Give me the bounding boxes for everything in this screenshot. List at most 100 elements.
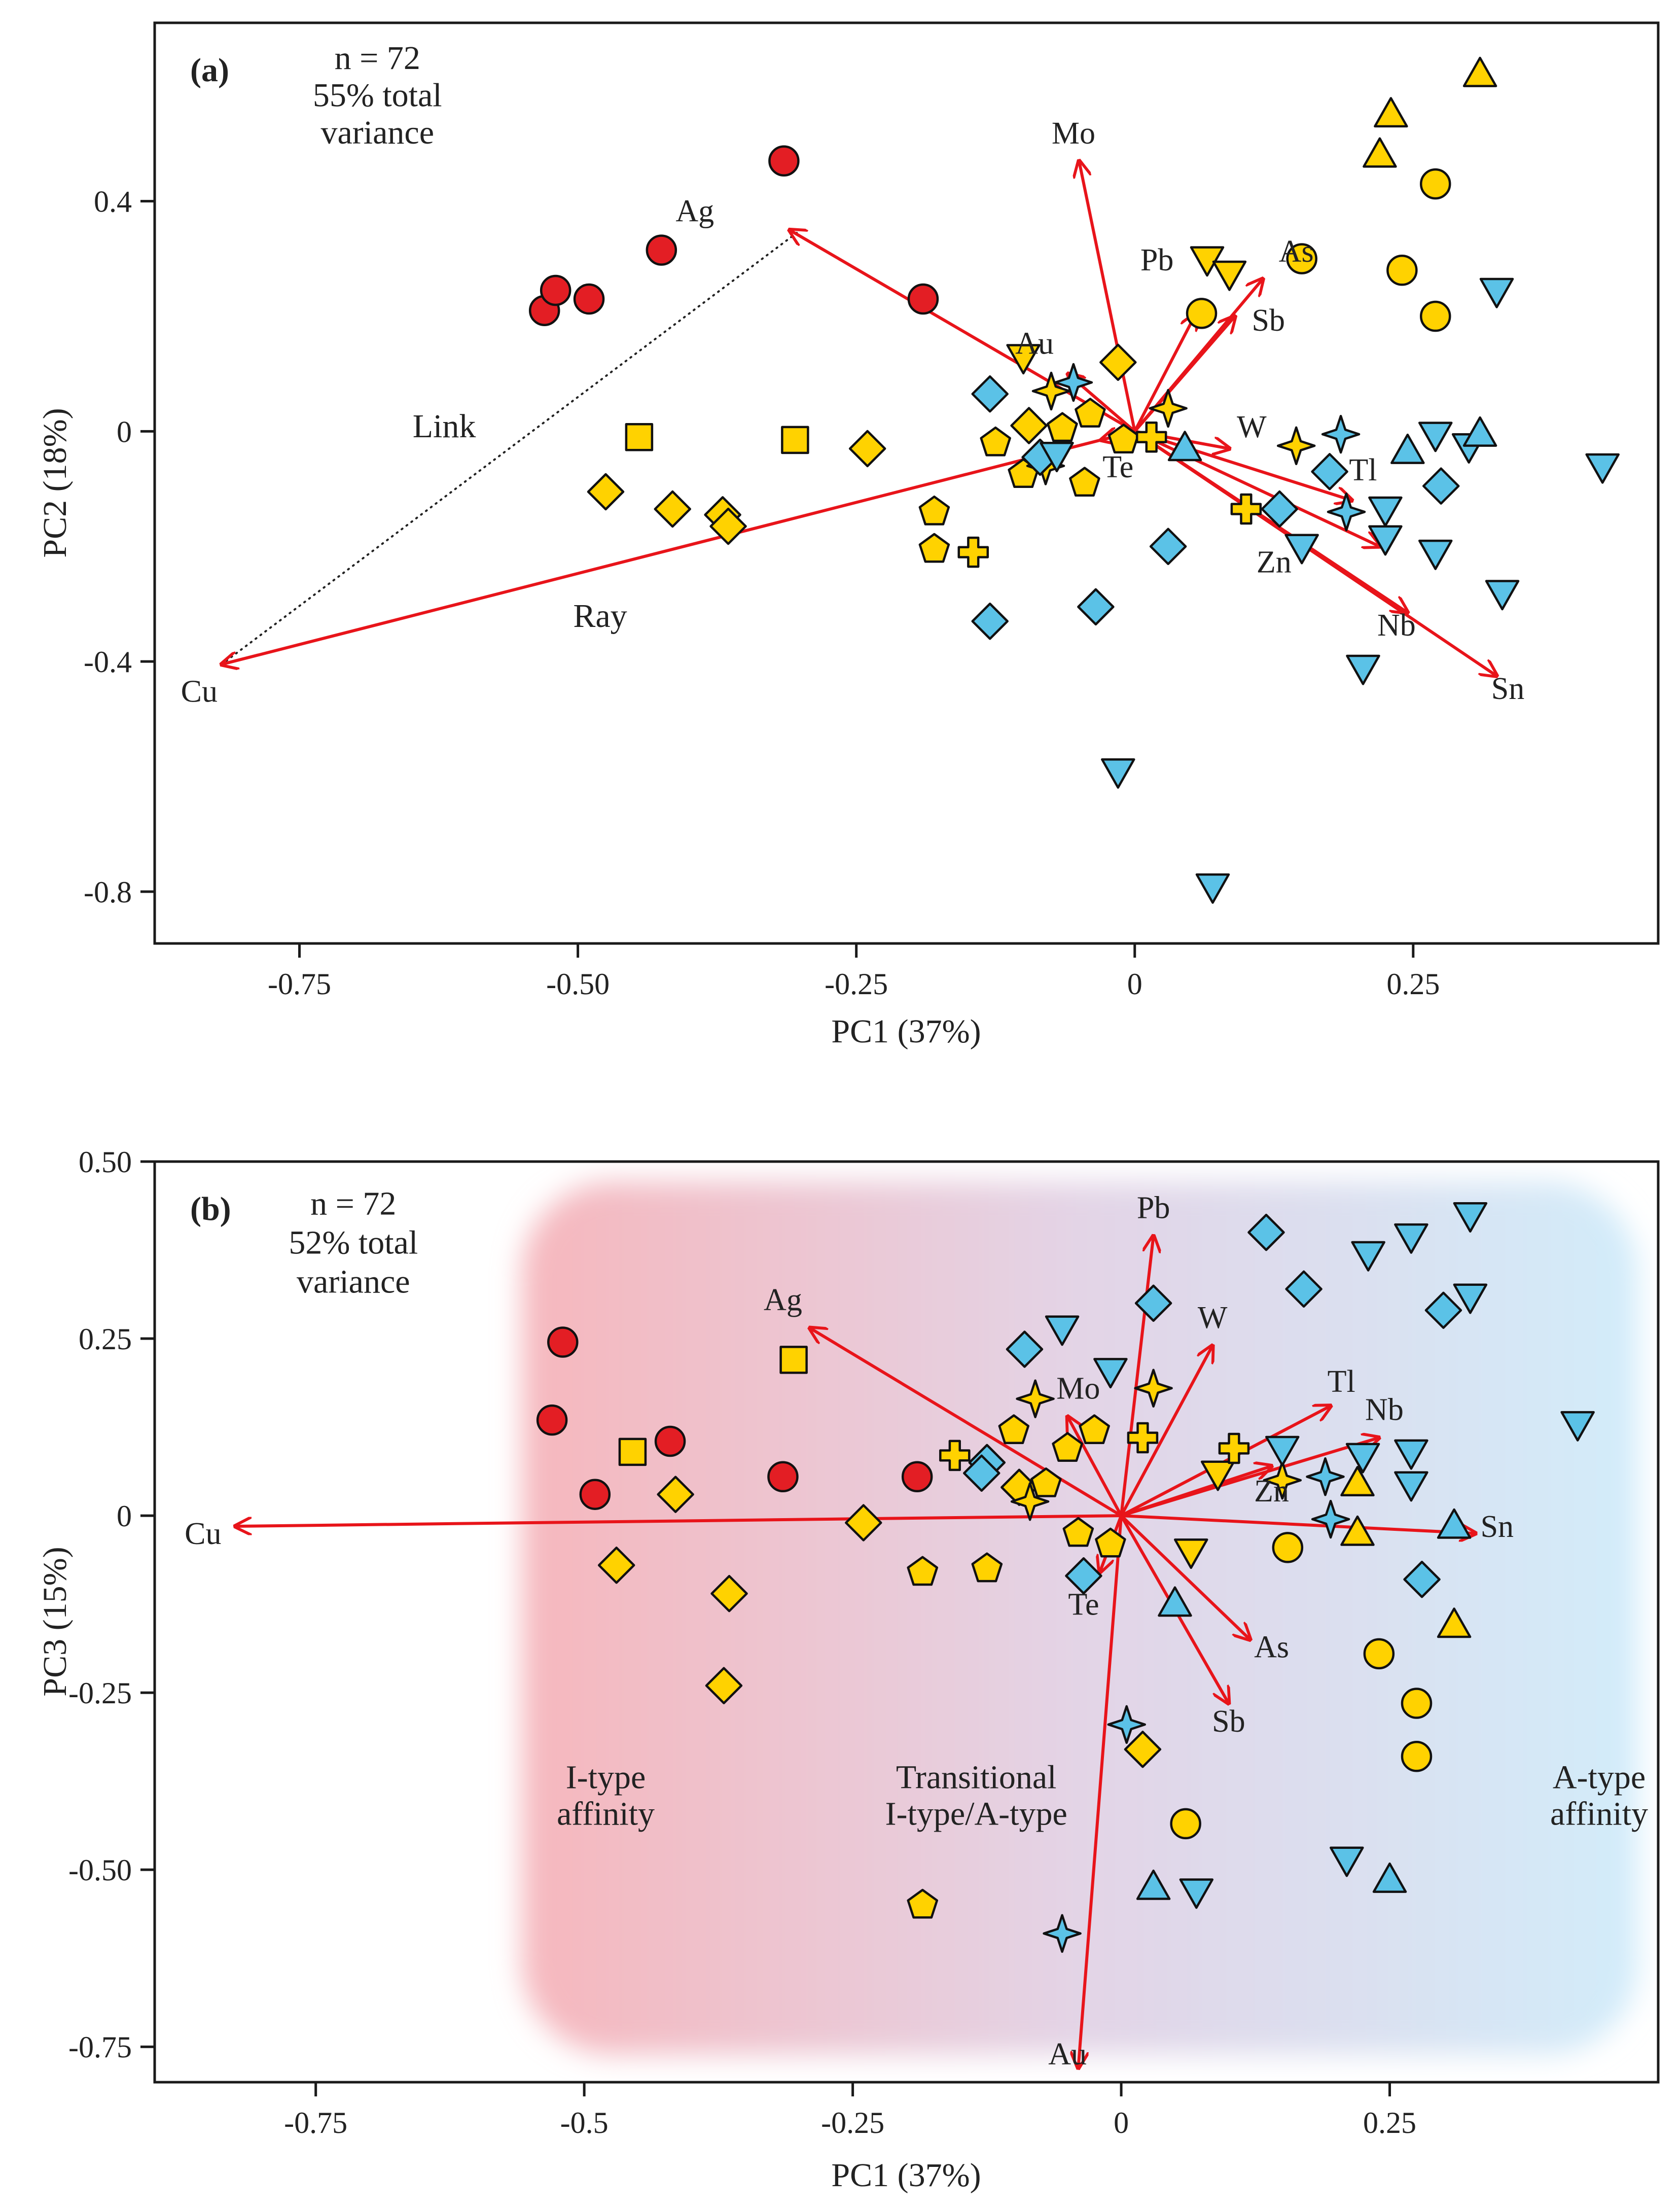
point-blue-triangle-down (1093, 1358, 1128, 1389)
point-blue-triangle-up (1136, 1869, 1171, 1900)
point-yellow-pentagon (907, 1888, 939, 1919)
loading-vector-pb (1133, 313, 1196, 432)
region-label: I-type/A-type (885, 1796, 1067, 1833)
x-tick-label: -0.50 (546, 967, 610, 1001)
point-yellow-cross (939, 1440, 971, 1471)
point-blue-diamond (1422, 467, 1460, 505)
vector-label-nb: Nb (1377, 608, 1416, 643)
point-yellow-star (1263, 1461, 1302, 1500)
point-blue-triangle-down (1265, 1435, 1300, 1466)
point-yellow-triangle-down (1212, 260, 1247, 291)
vector-label-te: Te (1068, 1588, 1099, 1622)
point-yellow-circle (1419, 168, 1451, 200)
annotation-line: variance (321, 114, 435, 151)
point-blue-triangle-down (1345, 1443, 1380, 1474)
point-blue-triangle-down (1585, 453, 1620, 484)
x-tick-label: 0 (1127, 967, 1142, 1001)
point-yellow-pentagon (1030, 1467, 1062, 1497)
vector-label-w: W (1237, 410, 1267, 444)
point-blue-star (1311, 1499, 1350, 1539)
point-yellow-circle (1186, 298, 1218, 329)
x-axis-label: PC1 (37%) (831, 2157, 981, 2194)
loading-vector-sb (1133, 317, 1235, 433)
panel-label: (b) (190, 1190, 231, 1228)
point-yellow-triangle-down (1200, 1460, 1235, 1491)
point-blue-triangle-down (1394, 1223, 1428, 1254)
point-yellow-circle (1170, 1808, 1201, 1840)
vector-label-mo: Mo (1056, 1372, 1100, 1406)
point-red-circle (536, 1404, 568, 1436)
affinity-gradient-band (522, 1182, 1638, 2054)
point-yellow-star (1010, 1482, 1050, 1521)
point-red-circle (547, 1326, 579, 1358)
vector-label-au: Au (1015, 326, 1054, 361)
point-blue-triangle-down (1346, 654, 1380, 685)
point-yellow-cross (957, 536, 989, 568)
point-blue-triangle-down (1330, 1846, 1364, 1877)
point-blue-triangle-down (1368, 525, 1403, 556)
point-blue-triangle-up (1462, 416, 1497, 447)
vector-label-pb: Pb (1140, 243, 1173, 277)
vector-label-cu: Cu (181, 675, 218, 709)
point-yellow-star (1276, 426, 1316, 466)
loading-vector-as (1120, 1514, 1250, 1639)
vector-label-as: As (1254, 1630, 1289, 1664)
point-blue-triangle-up (1167, 431, 1202, 462)
point-yellow-pentagon (980, 426, 1011, 457)
point-yellow-circle (1286, 243, 1317, 274)
vector-label-cu: Cu (185, 1517, 221, 1551)
point-yellow-diamond (654, 490, 692, 528)
point-blue-triangle-up (1158, 1586, 1192, 1617)
y-tick-label: 0 (117, 415, 132, 448)
point-yellow-diamond (1099, 343, 1137, 381)
point-blue-triangle-down (1485, 580, 1520, 611)
point-yellow-square (779, 1346, 808, 1374)
x-tick-label: -0.5 (560, 2106, 609, 2140)
loading-vector-tl (1134, 430, 1352, 500)
point-yellow-pentagon (918, 495, 950, 525)
vector-label-w: W (1198, 1301, 1228, 1335)
point-yellow-pentagon (1107, 424, 1139, 453)
region-label: affinity (1550, 1796, 1648, 1833)
annotation-line: variance (297, 1263, 410, 1300)
point-blue-diamond (1285, 1270, 1322, 1308)
point-blue-triangle-down (1394, 1471, 1428, 1502)
x-tick-label: -0.75 (268, 967, 331, 1001)
point-blue-diamond (1311, 453, 1348, 490)
point-yellow-circle (1272, 1532, 1304, 1563)
point-blue-triangle-down (1394, 1439, 1428, 1470)
region-label: Transitional (896, 1759, 1057, 1796)
loading-vector-pb (1120, 1236, 1154, 1516)
panel-label: (a) (190, 52, 229, 89)
loading-vector-ag (810, 1328, 1122, 1517)
point-yellow-star (1016, 1379, 1055, 1418)
x-tick-label: -0.25 (821, 2106, 884, 2140)
y-tick-label: 0 (117, 1499, 132, 1533)
point-yellow-diamond (705, 1667, 743, 1704)
point-yellow-triangle-down (1006, 344, 1041, 375)
vector-label-te: Te (1102, 450, 1133, 484)
region-label: A-type (1553, 1759, 1646, 1796)
vector-label-mo: Mo (1052, 116, 1095, 151)
link-line (220, 229, 802, 665)
loading-vector-cu (222, 430, 1135, 664)
point-blue-diamond (963, 1454, 1000, 1492)
point-yellow-triangle-up (1340, 1466, 1375, 1496)
point-yellow-pentagon (971, 1552, 1003, 1583)
point-blue-diamond (1077, 588, 1115, 626)
loading-vector-w (1120, 1346, 1212, 1517)
point-blue-triangle-down (1560, 1411, 1595, 1442)
point-yellow-star (1134, 1369, 1173, 1408)
point-blue-diamond (1424, 1291, 1462, 1329)
point-red-circle (579, 1479, 611, 1510)
vector-label-pb: Pb (1137, 1191, 1170, 1225)
x-tick-label: -0.75 (284, 2106, 347, 2140)
point-yellow-cross (1230, 493, 1262, 525)
loading-vector-ag (790, 230, 1136, 433)
point-blue-diamond (1261, 490, 1299, 528)
point-yellow-star (1031, 371, 1071, 411)
point-yellow-pentagon (1069, 467, 1100, 497)
point-yellow-triangle-up (1374, 97, 1408, 128)
